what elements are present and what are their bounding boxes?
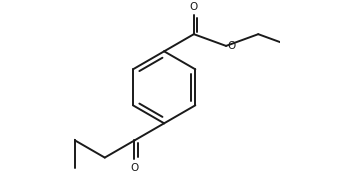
Text: O: O [190, 2, 198, 12]
Text: O: O [130, 163, 138, 173]
Text: O: O [228, 41, 236, 51]
